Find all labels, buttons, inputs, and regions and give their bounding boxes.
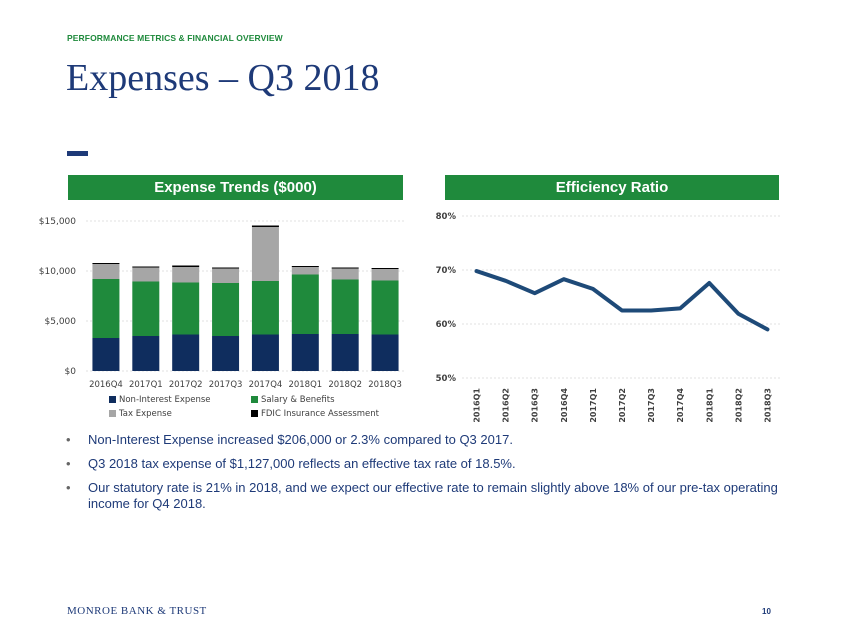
data-point: [475, 269, 479, 273]
bar-segment: [291, 266, 319, 267]
x-tick-label: 2016Q3: [531, 388, 540, 423]
legend-label: Tax Expense: [118, 409, 172, 419]
data-point: [678, 306, 682, 310]
x-tick-label: 2017Q2: [169, 380, 203, 390]
bar-segment: [291, 267, 319, 275]
data-point: [736, 312, 740, 316]
bar-segment: [331, 279, 359, 334]
legend-swatch: [109, 410, 116, 417]
x-tick-label: 2016Q4: [560, 388, 569, 423]
x-tick-label: 2018Q2: [734, 388, 743, 423]
bar-segment: [132, 266, 160, 268]
bullet-item: • Our statutory rate is 21% in 2018, and …: [62, 480, 792, 512]
bar-segment: [251, 227, 279, 281]
x-tick-label: 2016Q1: [473, 388, 482, 423]
bar-segment: [172, 267, 200, 283]
data-point: [620, 309, 624, 312]
data-point: [504, 279, 508, 283]
y-tick-label: $10,000: [39, 267, 76, 277]
x-tick-label: 2016Q2: [502, 388, 511, 423]
x-tick-label: 2018Q2: [328, 380, 362, 390]
bullet-marker: •: [66, 456, 71, 471]
y-tick-label: 70%: [436, 266, 457, 276]
legend-label: Non-Interest Expense: [119, 395, 211, 405]
y-tick-label: $5,000: [45, 317, 77, 327]
x-tick-label: 2018Q1: [705, 388, 714, 423]
bar-segment: [132, 281, 160, 336]
y-tick-label: 60%: [436, 320, 457, 330]
series-line: [474, 269, 770, 332]
footer-logo: MONROE BANK & TRUST: [67, 605, 207, 617]
bar-segment: [371, 269, 399, 281]
bar-segment: [291, 274, 319, 334]
data-point: [765, 327, 769, 331]
bar-segment: [132, 267, 160, 282]
bullet-text: Q3 2018 tax expense of $1,127,000 reflec…: [88, 456, 516, 471]
legend-label: FDIC Insurance Assessment: [261, 409, 380, 419]
bar-segment: [92, 338, 120, 371]
efficiency-ratio-header: Efficiency Ratio: [445, 175, 779, 200]
legend-swatch: [109, 396, 116, 403]
y-tick-label: 50%: [436, 374, 457, 384]
x-tick-label: 2016Q4: [89, 380, 123, 390]
x-tick-label: 2018Q1: [288, 380, 322, 390]
legend-swatch: [251, 410, 258, 417]
bar-segment: [172, 282, 200, 335]
y-tick-label: $0: [65, 367, 77, 377]
bar-segment: [331, 334, 359, 371]
bar-segment: [251, 334, 279, 371]
bullet-item: • Q3 2018 tax expense of $1,127,000 refle…: [62, 456, 792, 472]
bullet-marker: •: [66, 432, 71, 447]
data-point: [649, 309, 653, 312]
bullet-text: Non-Interest Expense increased $206,000 …: [88, 432, 513, 447]
x-tick-label: 2017Q3: [647, 388, 656, 423]
legend-label: Salary & Benefits: [261, 395, 335, 405]
x-tick-label: 2018Q3: [368, 380, 402, 390]
y-tick-label: $15,000: [39, 217, 76, 227]
bullet-list: • Non-Interest Expense increased $206,000…: [62, 432, 792, 520]
bar-segment: [212, 268, 240, 283]
bar-segment: [291, 334, 319, 371]
bar-segment: [92, 264, 120, 279]
bar-segment: [331, 268, 359, 280]
bullet-text: Our statutory rate is 21% in 2018, and w…: [88, 480, 778, 511]
x-tick-label: 2017Q1: [589, 388, 598, 423]
bar-segment: [92, 279, 120, 338]
title-underline: [67, 151, 88, 156]
data-point: [533, 291, 537, 295]
bar-segment: [212, 267, 240, 269]
bar-segment: [212, 283, 240, 336]
bar-segment: [212, 336, 240, 371]
x-tick-label: 2017Q1: [129, 380, 163, 390]
bar-segment: [371, 268, 399, 269]
x-tick-label: 2017Q4: [249, 380, 283, 390]
x-tick-label: 2018Q3: [763, 388, 772, 423]
data-point: [707, 281, 711, 285]
data-point: [562, 277, 566, 281]
bar-segment: [132, 336, 160, 371]
page-number: 10: [762, 607, 771, 616]
x-tick-label: 2017Q2: [618, 388, 627, 423]
bar-segment: [172, 334, 200, 371]
y-tick-label: 80%: [436, 212, 457, 222]
bar-segment: [251, 225, 279, 227]
x-tick-label: 2017Q4: [676, 388, 685, 423]
bar-segment: [172, 265, 200, 267]
bullet-marker: •: [66, 480, 71, 495]
page-title: Expenses – Q3 2018: [66, 57, 380, 99]
x-tick-label: 2017Q3: [209, 380, 243, 390]
bar-segment: [371, 280, 399, 335]
bar-segment: [92, 263, 120, 264]
bar-segment: [371, 334, 399, 371]
data-point: [591, 287, 595, 291]
bar-segment: [331, 267, 359, 269]
bullet-item: • Non-Interest Expense increased $206,000…: [62, 432, 792, 448]
expense-trends-header: Expense Trends ($000): [68, 175, 403, 200]
legend-swatch: [251, 396, 258, 403]
bar-segment: [251, 281, 279, 335]
section-label: PERFORMANCE METRICS & FINANCIAL OVERVIEW: [67, 33, 283, 43]
